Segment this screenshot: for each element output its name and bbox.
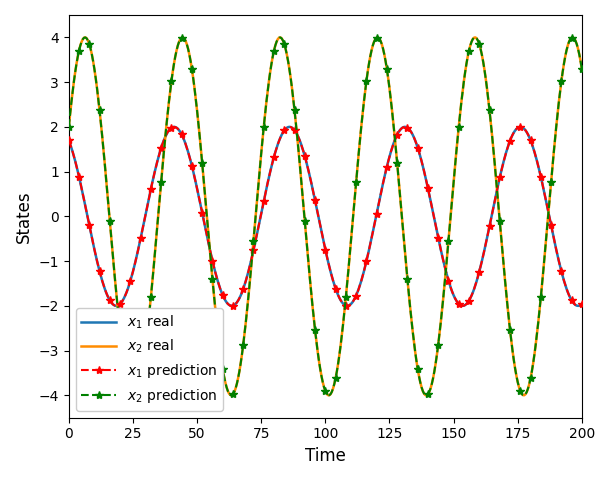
Line: $x_2$ prediction: $x_2$ prediction — [65, 33, 586, 399]
$x_1$ prediction — [578, 301, 586, 307]
$x_1$ prediction — [326, 263, 333, 269]
Y-axis label: States: States — [15, 190, 33, 243]
$x_2$ prediction — [133, 389, 140, 395]
$x_2$ real — [578, 66, 586, 72]
$x_2$ real — [325, 392, 332, 398]
$x_2$ prediction — [348, 223, 356, 229]
$x_1$ real — [253, 236, 260, 241]
$x_1$ prediction — [65, 137, 73, 143]
Line: $x_1$ real: $x_1$ real — [69, 127, 582, 306]
$x_2$ prediction — [325, 392, 332, 398]
$x_1$ real — [443, 273, 451, 279]
$x_2$ real — [251, 223, 259, 229]
$x_2$ real — [348, 223, 356, 229]
Legend: $x_1$ real, $x_2$ real, $x_1$ prediction, $x_2$ prediction: $x_1$ real, $x_2$ real, $x_1$ prediction… — [76, 308, 223, 411]
$x_1$ prediction — [113, 303, 120, 309]
$x_2$ real — [443, 252, 451, 258]
$x_1$ real — [170, 124, 178, 130]
$x_2$ prediction — [443, 252, 451, 258]
$x_1$ prediction — [170, 124, 178, 130]
$x_2$ real — [326, 393, 333, 398]
$x_1$ real — [326, 263, 333, 269]
$x_1$ real — [113, 303, 120, 309]
$x_2$ prediction — [82, 35, 89, 40]
$x_2$ prediction — [251, 223, 259, 229]
$x_1$ real — [395, 130, 402, 135]
$x_2$ prediction — [395, 174, 402, 180]
$x_2$ real — [395, 174, 402, 180]
$x_1$ real — [133, 253, 140, 259]
$x_1$ prediction — [253, 236, 260, 241]
$x_2$ real — [133, 389, 140, 395]
Line: $x_2$ real: $x_2$ real — [69, 37, 582, 396]
$x_2$ prediction — [326, 393, 333, 398]
$x_1$ real — [348, 300, 356, 305]
$x_1$ prediction — [443, 273, 451, 279]
$x_2$ prediction — [578, 66, 586, 72]
$x_1$ real — [65, 137, 73, 143]
$x_1$ prediction — [348, 300, 356, 305]
$x_1$ prediction — [395, 130, 402, 135]
$x_2$ real — [82, 35, 89, 40]
X-axis label: Time: Time — [305, 447, 346, 465]
Line: $x_1$ prediction: $x_1$ prediction — [65, 123, 586, 310]
$x_1$ real — [578, 301, 586, 307]
$x_2$ prediction — [65, 124, 73, 130]
$x_2$ real — [65, 124, 73, 130]
$x_1$ prediction — [133, 253, 140, 259]
